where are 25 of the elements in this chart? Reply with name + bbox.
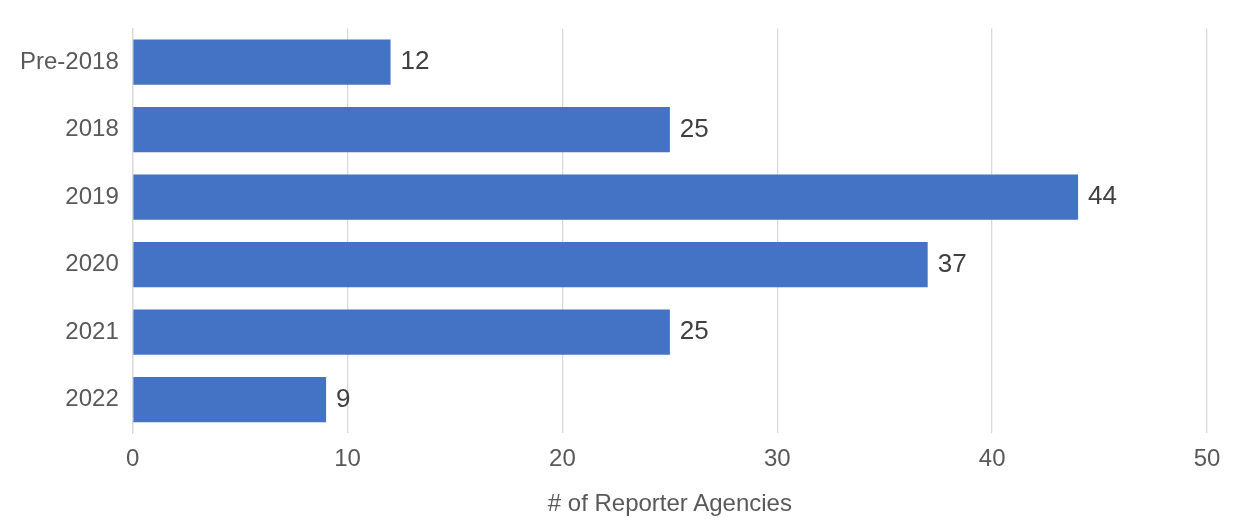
x-axis-title: # of Reporter Agencies <box>547 489 792 517</box>
y-tick-label: 2022 <box>65 384 119 412</box>
x-tick-label: 30 <box>763 444 791 472</box>
data-label: 25 <box>679 112 709 143</box>
bar <box>133 107 670 153</box>
data-label: 37 <box>937 247 967 278</box>
x-tick-label: 40 <box>978 444 1006 472</box>
x-tick-label: 10 <box>334 444 361 472</box>
data-label: 44 <box>1088 180 1118 211</box>
y-tick-label: Pre-2018 <box>20 46 119 74</box>
data-label: 25 <box>679 315 709 346</box>
x-tick-label: 0 <box>126 444 140 472</box>
bar <box>133 39 391 85</box>
y-tick-label: 2018 <box>65 114 119 142</box>
bar <box>133 309 670 355</box>
bar <box>133 377 327 423</box>
y-tick-label: 2019 <box>65 181 119 209</box>
bar <box>133 174 1079 220</box>
y-tick-label: 2021 <box>65 316 119 344</box>
x-tick-label: 20 <box>549 444 576 472</box>
y-tick-label: 2020 <box>65 249 119 277</box>
bar <box>133 242 928 288</box>
data-label: 12 <box>400 45 430 76</box>
x-tick-label: 50 <box>1193 444 1221 472</box>
data-label: 9 <box>336 382 351 413</box>
